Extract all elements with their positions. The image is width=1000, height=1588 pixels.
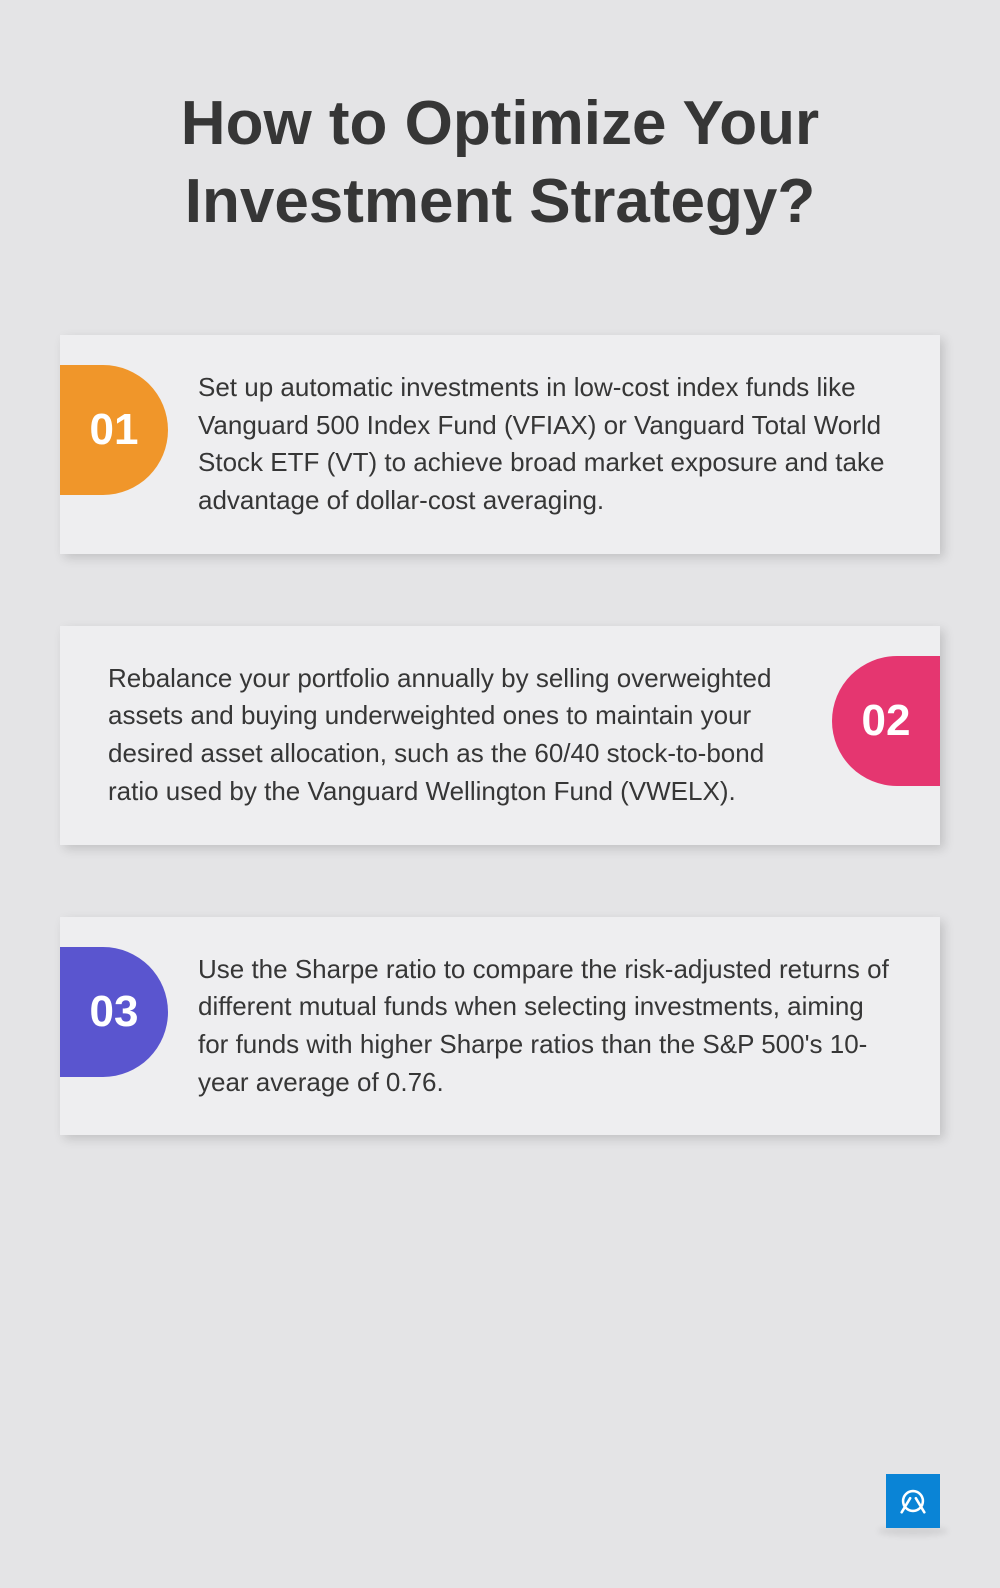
step-number-03: 03 (90, 987, 139, 1037)
step-badge-01: 01 (60, 365, 168, 495)
step-badge-03: 03 (60, 947, 168, 1077)
step-text-01: Set up automatic investments in low-cost… (198, 369, 904, 520)
step-card-01: 01 Set up automatic investments in low-c… (60, 335, 940, 554)
step-card-03: 03 Use the Sharpe ratio to compare the r… (60, 917, 940, 1136)
step-card-02: Rebalance your portfolio annually by sel… (60, 626, 940, 845)
brand-logo (886, 1474, 940, 1528)
page-title: How to Optimize Your Investment Strategy… (60, 85, 940, 240)
step-number-02: 02 (862, 696, 911, 746)
infographic-container: How to Optimize Your Investment Strategy… (0, 0, 1000, 1135)
utensils-icon (896, 1484, 930, 1518)
step-text-03: Use the Sharpe ratio to compare the risk… (198, 951, 904, 1102)
step-text-02: Rebalance your portfolio annually by sel… (96, 660, 802, 811)
step-badge-02: 02 (832, 656, 940, 786)
step-number-01: 01 (90, 405, 139, 455)
